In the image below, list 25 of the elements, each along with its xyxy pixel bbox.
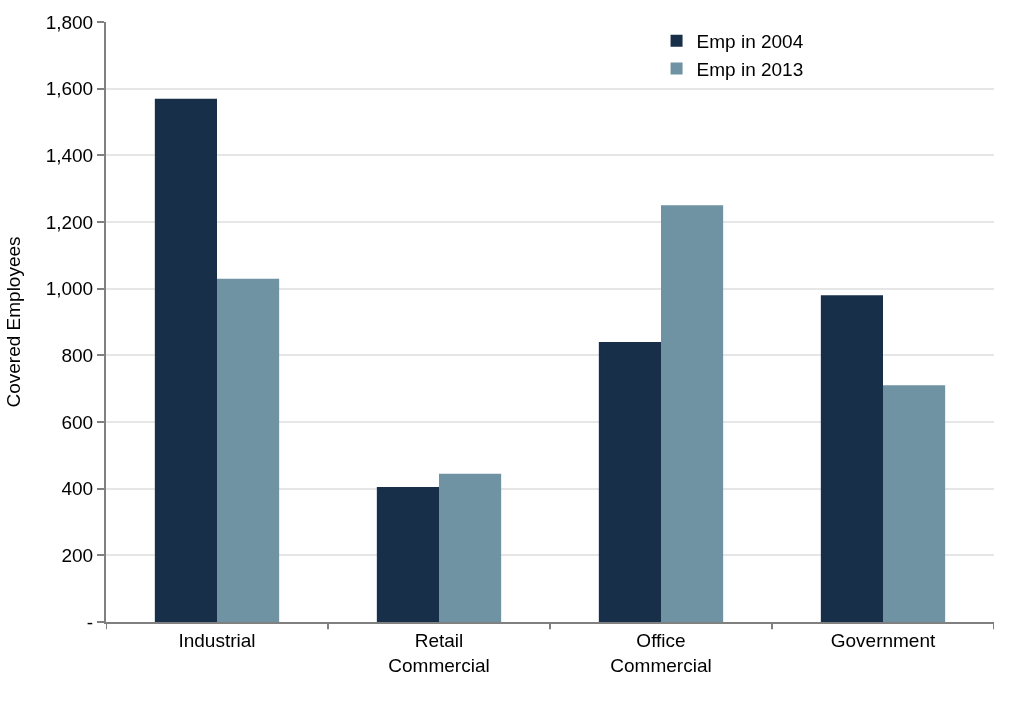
bar xyxy=(820,295,883,622)
bar xyxy=(661,205,724,622)
y-tick-label: 800 xyxy=(61,344,94,366)
y-tick-label: 1,400 xyxy=(45,144,94,166)
y-tick-label: 1,800 xyxy=(45,11,94,33)
x-tick-label: Retail Commercial xyxy=(388,629,490,676)
legend-label: Emp in 2004 xyxy=(696,31,804,53)
bar xyxy=(376,487,439,622)
y-tick-label: 200 xyxy=(61,544,94,566)
x-tick-label: Government xyxy=(830,629,936,651)
y-tick-label: 400 xyxy=(61,478,94,500)
legend-label: Emp in 2013 xyxy=(696,58,804,80)
y-tick-label: 1,000 xyxy=(45,278,94,300)
y-tick-label: 600 xyxy=(61,411,94,433)
bar xyxy=(439,473,502,622)
x-tick-label: Industrial xyxy=(178,629,256,651)
bar xyxy=(598,342,661,622)
bar xyxy=(154,98,217,622)
y-tick-label: 1,200 xyxy=(45,211,94,233)
y-axis-title: Covered Employees xyxy=(3,236,24,408)
bar xyxy=(883,385,946,622)
y-tick-label: - xyxy=(86,611,94,633)
x-tick-label: Office Commercial xyxy=(610,629,712,676)
bar xyxy=(217,278,280,622)
y-tick-label: 1,600 xyxy=(45,78,94,100)
